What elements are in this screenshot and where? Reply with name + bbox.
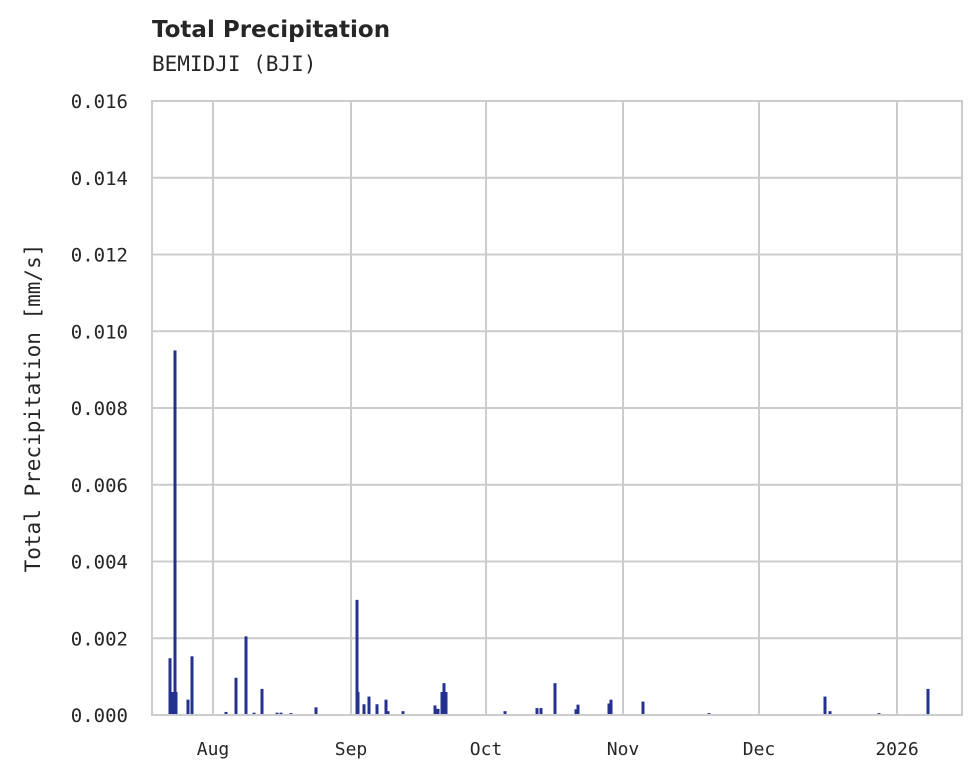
chart-subtitle: BEMIDJI (BJI)	[152, 52, 317, 76]
precipitation-bar	[436, 708, 440, 715]
precipitation-bar	[356, 691, 360, 715]
x-tick-label: Oct	[470, 739, 503, 760]
precipitation-bar	[440, 691, 444, 715]
precipitation-bar	[574, 709, 578, 715]
y-tick-label: 0.004	[71, 552, 128, 574]
precipitation-bar	[367, 696, 371, 715]
precipitation-bar	[433, 705, 437, 715]
y-tick-label: 0.010	[71, 321, 128, 343]
precipitation-bar	[234, 677, 238, 715]
precipitation-bar	[539, 708, 543, 715]
precipitation-bar	[314, 707, 318, 715]
precipitation-bar	[576, 704, 580, 715]
precipitation-bar	[384, 699, 388, 715]
x-tick-label: Nov	[607, 739, 640, 760]
precipitation-bar	[503, 711, 507, 715]
precipitation-bar	[355, 599, 359, 715]
precipitation-bar	[279, 712, 283, 715]
precipitation-bar	[362, 704, 366, 715]
precipitation-bar	[173, 350, 177, 715]
y-tick-label: 0.016	[71, 91, 128, 113]
precipitation-bar	[168, 658, 172, 715]
precipitation-bar	[641, 701, 645, 715]
precipitation-bar	[926, 688, 930, 715]
precipitation-bar	[275, 712, 279, 715]
precipitation-bar	[401, 711, 405, 715]
precipitation-bar	[442, 683, 446, 715]
y-tick-label: 0.000	[71, 705, 128, 727]
precipitation-bars	[168, 350, 930, 715]
chart-title: Total Precipitation	[152, 17, 391, 43]
precipitation-bar	[607, 703, 611, 715]
precipitation-bar	[444, 691, 448, 715]
precipitation-bar	[186, 699, 190, 715]
precipitation-bar	[174, 691, 178, 715]
grid-lines	[152, 100, 962, 716]
x-axis-ticks: Aug Sep Oct Nov Dec 2026	[197, 739, 919, 760]
precipitation-bar	[260, 688, 264, 715]
y-tick-label: 0.014	[71, 168, 128, 190]
precipitation-bar	[190, 656, 194, 715]
precipitation-bar	[171, 691, 175, 715]
y-tick-label: 0.012	[71, 245, 128, 267]
x-tick-label: Sep	[335, 739, 368, 760]
x-tick-label: 2026	[875, 739, 918, 760]
plot-frame	[151, 100, 963, 716]
precipitation-bar	[535, 708, 539, 715]
y-axis-ticks: 0.000 0.002 0.004 0.006 0.008 0.010 0.012 0.014…	[71, 91, 128, 727]
precipitation-bar	[244, 636, 248, 715]
y-tick-label: 0.008	[71, 398, 128, 420]
precipitation-bar	[386, 711, 390, 715]
precipitation-bar	[828, 711, 832, 715]
x-tick-label: Dec	[743, 739, 776, 760]
precipitation-bar	[609, 699, 613, 715]
precipitation-bar	[823, 696, 827, 715]
precipitation-bar	[224, 711, 228, 715]
y-tick-label: 0.006	[71, 475, 128, 497]
x-tick-label: Aug	[197, 739, 230, 760]
precipitation-bar	[553, 683, 557, 715]
precipitation-bar	[375, 704, 379, 715]
precipitation-bar	[252, 712, 256, 715]
y-tick-label: 0.002	[71, 628, 128, 650]
